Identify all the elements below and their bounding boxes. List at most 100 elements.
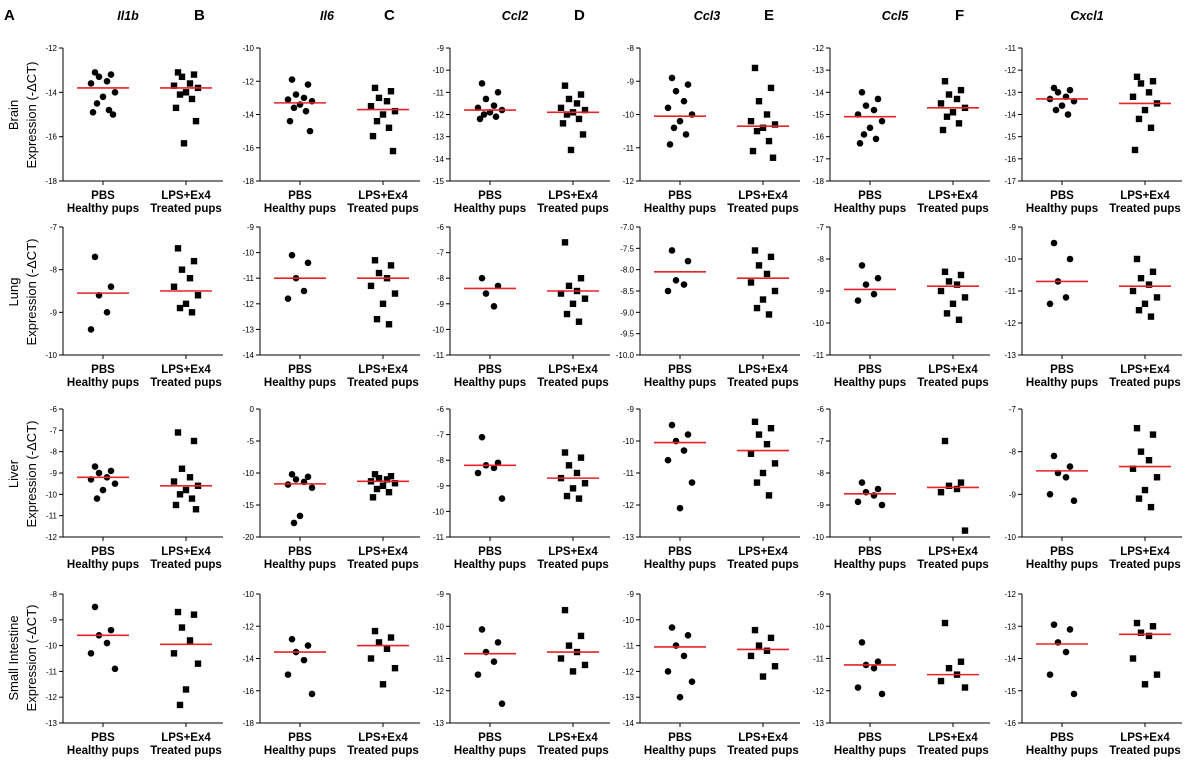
lps-data-point	[563, 111, 571, 118]
pbs-data-point	[664, 287, 672, 295]
lps-data-point	[961, 684, 969, 691]
y-tick-label: -15	[242, 501, 254, 510]
lps-data-point	[953, 485, 961, 493]
lps-data-point	[765, 492, 773, 499]
lps-data-point	[1135, 495, 1143, 502]
x-category-sublabel: Treated pups	[1109, 377, 1181, 389]
pbs-data-point	[878, 501, 886, 509]
pbs-data-point	[866, 124, 874, 132]
lps-data-point	[383, 645, 391, 653]
pbs-data-point	[664, 456, 672, 464]
x-category-sublabel: Healthy pups	[67, 745, 139, 757]
y-tick-label: -10	[812, 319, 824, 328]
y-tick-label: -11	[1005, 44, 1017, 53]
y-tick-label: -9	[1009, 490, 1017, 499]
x-category-sublabel: Treated pups	[347, 377, 419, 389]
lps-data-point	[1147, 503, 1155, 511]
y-tick-label: -14	[242, 655, 254, 664]
pbs-data-point	[680, 97, 688, 105]
lps-data-point	[575, 318, 583, 325]
pbs-data-point	[478, 626, 486, 633]
pbs-data-point	[670, 124, 678, 132]
pbs-data-point	[107, 626, 115, 634]
pbs-data-point	[490, 303, 498, 310]
lps-data-point	[375, 94, 383, 102]
gene-title: Ccl3	[694, 9, 720, 23]
x-category-sublabel: Treated pups	[150, 559, 222, 571]
lps-data-point	[170, 478, 178, 485]
pbs-data-point	[103, 309, 111, 316]
y-tick-label: -10	[242, 44, 254, 53]
pbs-data-point	[91, 603, 99, 611]
lps-data-point	[765, 311, 773, 318]
pbs-data-point	[682, 131, 690, 138]
y-tick-label: -15	[812, 111, 824, 120]
lps-data-point	[1153, 474, 1161, 481]
pbs-data-point	[95, 73, 103, 81]
y-tick-label: -12	[432, 111, 444, 120]
lps-data-point	[581, 295, 589, 302]
pbs-data-point	[111, 480, 119, 487]
lps-data-point	[941, 268, 949, 275]
lps-data-point	[561, 606, 569, 614]
pbs-data-point	[308, 690, 316, 698]
lps-data-point	[961, 294, 969, 301]
pbs-data-point	[300, 656, 308, 664]
y-tick-label: -7	[817, 223, 825, 232]
lps-data-point	[957, 479, 965, 486]
lps-data-point	[385, 321, 393, 328]
y-tick-label: -14	[242, 111, 254, 120]
y-tick-label: -16	[242, 144, 254, 153]
lps-data-point	[957, 271, 965, 279]
y-tick-label: -8	[1009, 448, 1017, 457]
pbs-data-point	[286, 117, 294, 125]
x-category-label: LPS+Ex4	[358, 546, 408, 558]
x-category-sublabel: Treated pups	[917, 377, 989, 389]
y-tick-label: -10	[622, 437, 634, 446]
lps-data-point	[373, 117, 381, 125]
lps-data-point	[172, 501, 180, 509]
y-tick-label: -7	[437, 249, 445, 258]
x-category-sublabel: Healthy pups	[834, 745, 906, 757]
x-category-sublabel: Healthy pups	[644, 203, 716, 215]
pbs-data-point	[856, 140, 864, 147]
pbs-data-point	[304, 642, 312, 649]
pbs-data-point	[858, 479, 866, 486]
y-tick-label: -11	[813, 655, 825, 664]
y-tick-label: -10	[1004, 255, 1016, 264]
pbs-data-point	[91, 69, 99, 76]
lps-data-point	[1145, 89, 1153, 96]
row-label-measure: Expression (-ΔCT)	[24, 421, 39, 528]
lps-data-point	[941, 619, 949, 627]
y-tick-label: -13	[1004, 351, 1016, 360]
x-category-label: LPS+Ex4	[548, 546, 598, 558]
x-category-label: PBS	[1050, 732, 1074, 744]
x-category-sublabel: Treated pups	[727, 377, 799, 389]
lps-data-point	[749, 147, 757, 155]
lps-data-point	[557, 655, 565, 662]
x-category-label: PBS	[288, 546, 312, 558]
pbs-data-point	[300, 94, 308, 102]
lps-data-point	[961, 527, 969, 534]
gene-title: Ccl2	[502, 9, 528, 23]
lps-data-point	[561, 239, 569, 246]
x-category-sublabel: Treated pups	[537, 559, 609, 571]
x-category-label: PBS	[91, 732, 115, 744]
x-category-sublabel: Treated pups	[1109, 203, 1181, 215]
y-tick-label: -8	[437, 274, 445, 283]
y-tick-label: -12	[1004, 590, 1016, 599]
y-tick-label: -14	[1004, 655, 1016, 664]
y-tick-label: -14	[812, 88, 824, 97]
lps-data-point	[170, 283, 178, 290]
pbs-data-point	[684, 431, 692, 438]
pbs-data-point	[676, 117, 684, 125]
y-tick-label: -15	[1004, 133, 1016, 142]
lps-data-point	[763, 441, 771, 448]
x-category-sublabel: Healthy pups	[264, 203, 336, 215]
lps-data-point	[565, 462, 573, 469]
lps-data-point	[769, 154, 777, 161]
pbs-data-point	[99, 93, 107, 101]
pbs-data-point	[680, 652, 688, 660]
y-tick-label: -10	[45, 351, 57, 360]
lps-data-point	[375, 474, 383, 482]
